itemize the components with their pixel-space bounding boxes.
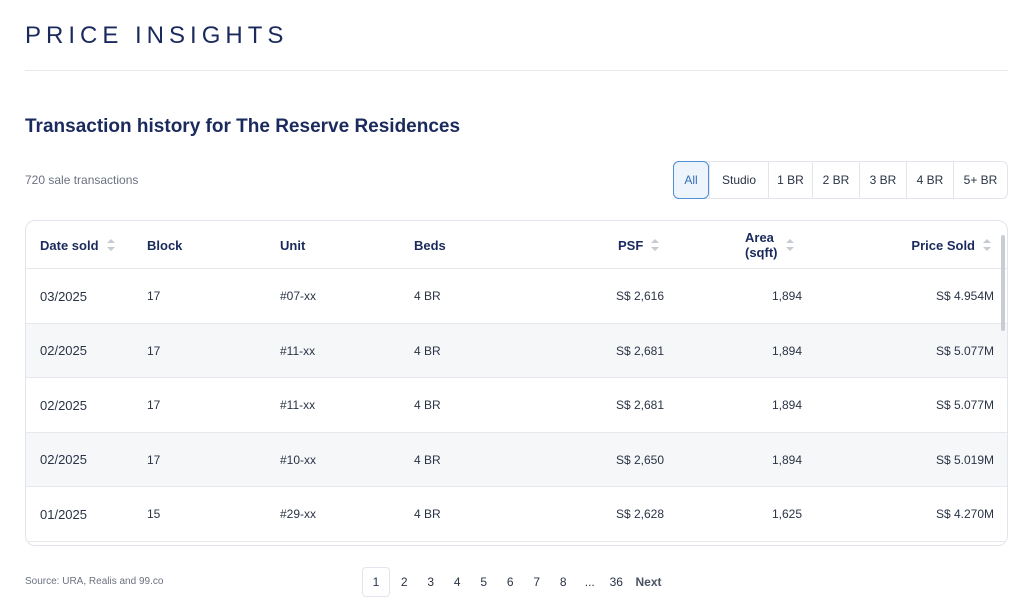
title-divider [25, 70, 1008, 71]
cell-price: S$ 4.954M [935, 289, 994, 303]
column-header-block-label: Block [147, 237, 183, 253]
source-attribution: Source: URA, Realis and 99.co [25, 576, 164, 587]
filter-5br-button[interactable]: 5+ BR [953, 162, 1007, 198]
cell-psf: S$ 2,628 [615, 507, 664, 521]
page-title: PRICE INSIGHTS [25, 22, 289, 49]
cell-beds: 4 BR [414, 507, 441, 521]
table-body: 03/2025 17 #07-xx 4 BR S$ 2,616 1,894 S$… [26, 269, 1007, 542]
cell-unit: #10-xx [280, 452, 317, 467]
pagination: 1 2 3 4 5 6 7 8 ... 36 Next [362, 567, 662, 597]
filter-1br-button[interactable]: 1 BR [768, 162, 812, 198]
cell-date: 01/2025 [40, 506, 87, 522]
cell-price: S$ 5.019M [935, 452, 994, 467]
next-page-button[interactable]: Next [635, 575, 662, 589]
cell-date: 02/2025 [40, 343, 87, 358]
column-header-psf-label: PSF [618, 237, 644, 253]
cell-area: 1,894 [771, 398, 802, 412]
sort-icon[interactable] [785, 239, 794, 251]
page-button-8[interactable]: 8 [559, 575, 567, 589]
filter-4br-button[interactable]: 4 BR [906, 162, 953, 198]
column-header-area[interactable]: Area (sqft) [745, 221, 794, 269]
section-heading: Transaction history for The Reserve Resi… [25, 116, 461, 137]
cell-block: 17 [147, 289, 161, 303]
sort-icon[interactable] [983, 239, 991, 251]
cell-psf: S$ 2,681 [615, 398, 664, 412]
page-button-3[interactable]: 3 [427, 575, 435, 589]
filter-studio-button[interactable]: Studio [709, 162, 768, 198]
cell-unit: #29-xx [280, 507, 317, 521]
column-header-unit: Unit [280, 221, 305, 269]
bedroom-filter-group: All Studio 1 BR 2 BR 3 BR 4 BR 5+ BR [673, 161, 1008, 199]
column-header-date[interactable]: Date sold [40, 221, 115, 269]
transaction-count: 720 sale transactions [25, 173, 139, 187]
table-header: Date sold Block Unit Beds PSF Area (sqft… [26, 221, 1007, 269]
cell-beds: 4 BR [414, 398, 441, 412]
column-header-price[interactable]: Price Sold [911, 221, 991, 269]
column-header-block: Block [147, 221, 182, 269]
transactions-table: Date sold Block Unit Beds PSF Area (sqft… [25, 220, 1008, 546]
cell-block: 17 [147, 452, 161, 467]
cell-price: S$ 4.270M [935, 507, 994, 521]
cell-psf: S$ 2,616 [615, 289, 664, 303]
cell-date: 02/2025 [40, 397, 87, 413]
page-button-4[interactable]: 4 [453, 575, 461, 589]
cell-psf: S$ 2,681 [615, 343, 664, 358]
cell-date: 02/2025 [40, 452, 87, 467]
cell-date: 03/2025 [40, 288, 87, 304]
sort-icon[interactable] [651, 239, 660, 251]
cell-area: 1,625 [771, 507, 802, 521]
page-button-last[interactable]: 36 [609, 575, 623, 589]
cell-unit: #11-xx [280, 343, 316, 358]
table-row: 03/2025 17 #07-xx 4 BR S$ 2,616 1,894 S$… [26, 269, 1007, 324]
cell-unit: #07-xx [280, 289, 317, 303]
cell-block: 17 [147, 343, 161, 358]
table-row: 02/2025 17 #11-xx 4 BR S$ 2,681 1,894 S$… [26, 378, 1007, 433]
page-button-6[interactable]: 6 [506, 575, 514, 589]
sort-icon[interactable] [106, 239, 115, 251]
column-header-beds: Beds [414, 221, 446, 269]
page-button-5[interactable]: 5 [480, 575, 488, 589]
column-header-psf[interactable]: PSF [618, 221, 660, 269]
cell-area: 1,894 [771, 289, 802, 303]
column-header-area-line1: Area [745, 230, 774, 245]
cell-beds: 4 BR [414, 289, 441, 303]
column-header-area-line2: (sqft) [745, 245, 778, 260]
cell-psf: S$ 2,650 [615, 452, 664, 467]
cell-beds: 4 BR [414, 343, 441, 358]
page-button-1[interactable]: 1 [362, 567, 390, 597]
page-ellipsis: ... [584, 575, 595, 589]
filter-2br-button[interactable]: 2 BR [812, 162, 859, 198]
cell-block: 17 [147, 398, 161, 412]
table-row: 02/2025 17 #11-xx 4 BR S$ 2,681 1,894 S$… [26, 323, 1007, 378]
cell-block: 15 [147, 507, 161, 521]
table-row: 01/2025 15 #29-xx 4 BR S$ 2,628 1,625 S$… [26, 487, 1007, 542]
page-button-2[interactable]: 2 [400, 575, 408, 589]
cell-unit: #11-xx [280, 398, 316, 412]
column-header-area-label: Area (sqft) [745, 230, 778, 260]
filter-3br-button[interactable]: 3 BR [859, 162, 906, 198]
cell-area: 1,894 [771, 343, 802, 358]
page-button-7[interactable]: 7 [533, 575, 541, 589]
column-header-price-label: Price Sold [911, 237, 975, 253]
column-header-beds-label: Beds [414, 237, 446, 253]
table-scrollbar[interactable] [1001, 235, 1005, 331]
column-header-unit-label: Unit [280, 237, 306, 253]
cell-price: S$ 5.077M [935, 398, 994, 412]
column-header-date-label: Date sold [40, 237, 99, 253]
cell-beds: 4 BR [414, 452, 441, 467]
cell-area: 1,894 [771, 452, 802, 467]
filter-all-button[interactable]: All [673, 161, 709, 199]
table-row: 02/2025 17 #10-xx 4 BR S$ 2,650 1,894 S$… [26, 432, 1007, 487]
cell-price: S$ 5.077M [935, 343, 994, 358]
